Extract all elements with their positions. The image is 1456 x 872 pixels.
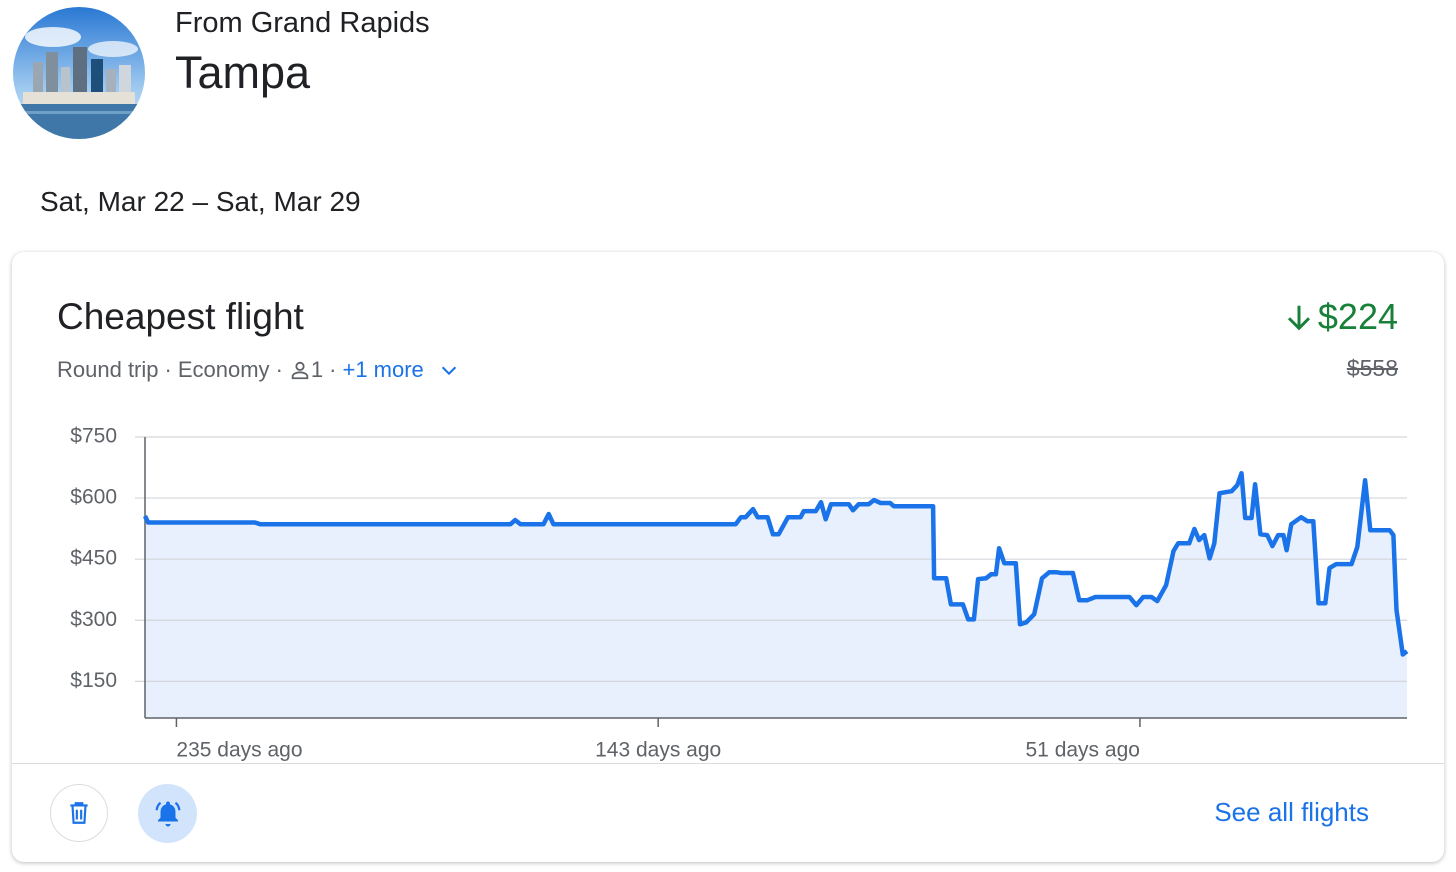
current-price: $224 bbox=[1284, 296, 1398, 338]
price-line bbox=[142, 470, 1409, 657]
separator: · bbox=[164, 357, 172, 382]
y-tick-label: $150 bbox=[70, 669, 117, 692]
destination-photo bbox=[13, 7, 145, 139]
y-tick-label: $450 bbox=[70, 547, 117, 570]
alert-button[interactable] bbox=[138, 784, 197, 843]
person-icon bbox=[291, 361, 309, 380]
trip-dates: Sat, Mar 22 – Sat, Mar 29 bbox=[40, 186, 361, 217]
cabin-class: Economy bbox=[177, 357, 270, 382]
y-tick-label: $750 bbox=[70, 425, 117, 448]
price: $224 bbox=[1317, 296, 1398, 337]
x-tick-label: 143 days ago bbox=[595, 739, 721, 762]
trip-type: Round trip bbox=[57, 357, 159, 382]
expand-icon[interactable] bbox=[436, 359, 462, 381]
separator: · bbox=[329, 357, 337, 382]
area-fill bbox=[145, 473, 1407, 718]
divider bbox=[12, 763, 1444, 764]
trip-options: Round trip · Economy · 1 · +1 more bbox=[57, 357, 462, 383]
trash-icon bbox=[70, 802, 88, 824]
old-price: $558 bbox=[1346, 355, 1398, 381]
x-tick-label: 51 days ago bbox=[1026, 739, 1140, 762]
passengers: 1 bbox=[310, 357, 324, 382]
down-arrow bbox=[1287, 305, 1310, 331]
more-options[interactable]: +1 more bbox=[342, 357, 424, 382]
origin: From Grand Rapids bbox=[175, 7, 430, 39]
y-tick-label: $300 bbox=[70, 608, 117, 631]
bell-icon bbox=[155, 801, 180, 826]
see-all-flights[interactable]: See all flights bbox=[1214, 797, 1369, 827]
card-title: Cheapest flight bbox=[57, 296, 304, 337]
x-tick-label: 235 days ago bbox=[176, 739, 302, 762]
destination: Tampa bbox=[175, 47, 311, 98]
y-tick-label: $600 bbox=[70, 486, 117, 509]
delete-button[interactable] bbox=[50, 784, 108, 842]
separator: · bbox=[275, 357, 283, 382]
